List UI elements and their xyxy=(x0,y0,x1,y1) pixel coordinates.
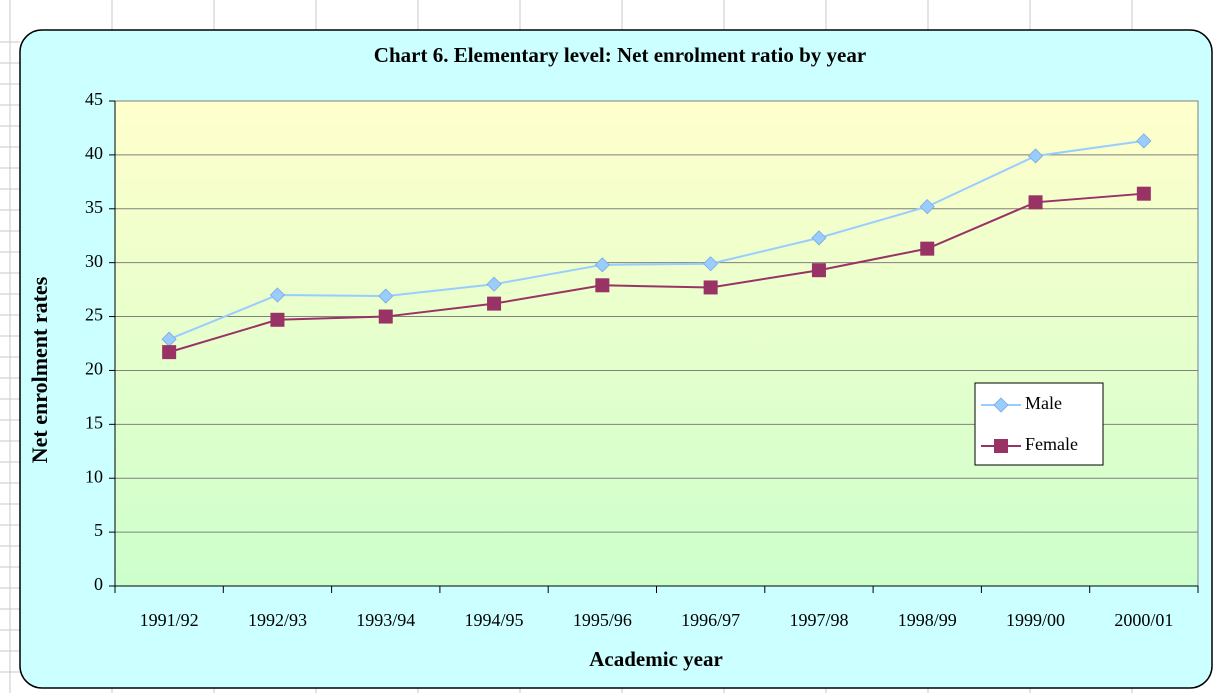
y-tick-label: 30 xyxy=(85,251,103,271)
y-tick-label: 0 xyxy=(94,574,103,594)
diamond-marker xyxy=(269,287,286,303)
square-marker xyxy=(487,296,502,311)
square-marker xyxy=(703,280,718,295)
series-line xyxy=(168,192,1144,354)
y-axis-label: Net enrolment rates xyxy=(27,276,52,463)
x-tick-label: 2000/01 xyxy=(1114,610,1173,630)
x-tick-label: 1993/94 xyxy=(356,610,415,630)
diamond-marker xyxy=(1027,148,1044,164)
square-marker xyxy=(378,309,393,324)
x-tick-label: 1998/99 xyxy=(898,610,957,630)
plot-area xyxy=(114,100,1199,587)
diamond-marker xyxy=(811,230,827,246)
y-tick-label: 5 xyxy=(94,520,103,540)
y-tick-label: 40 xyxy=(85,143,103,163)
diamond-marker xyxy=(1136,133,1152,149)
x-tick-label: 1992/93 xyxy=(248,610,307,630)
square-marker xyxy=(162,345,177,360)
diamond-marker xyxy=(703,256,719,272)
diamond-marker xyxy=(486,276,502,292)
y-tick-label: 45 xyxy=(85,89,103,109)
diamond-marker xyxy=(993,397,1009,413)
y-tick-label: 25 xyxy=(85,305,103,325)
square-marker xyxy=(270,312,285,327)
x-tick-label: 1996/97 xyxy=(681,610,740,630)
x-tick-label: 1997/98 xyxy=(789,610,848,630)
square-marker xyxy=(811,263,826,278)
square-marker xyxy=(1028,195,1043,210)
square-marker xyxy=(920,241,935,256)
series-line xyxy=(168,139,1144,341)
x-axis-label: Academic year xyxy=(589,647,723,671)
diamond-marker xyxy=(919,199,935,215)
x-tick-label: 1994/95 xyxy=(465,610,524,630)
y-tick-label: 15 xyxy=(85,412,103,432)
legend-label: Female xyxy=(1025,434,1078,454)
legend-label: Male xyxy=(1025,393,1062,413)
square-marker xyxy=(595,278,610,293)
square-marker xyxy=(1136,186,1151,201)
y-tick-label: 20 xyxy=(85,359,103,379)
diamond-marker xyxy=(594,257,610,273)
x-tick-label: 1991/92 xyxy=(140,610,199,630)
x-tick-label: 1999/00 xyxy=(1006,610,1065,630)
chart-title: Chart 6. Elementary level: Net enrolment… xyxy=(374,43,866,67)
square-marker xyxy=(994,439,1008,453)
y-tick-label: 35 xyxy=(85,197,103,217)
x-tick-label: 1995/96 xyxy=(573,610,632,630)
diamond-marker xyxy=(378,288,394,304)
y-tick-label: 10 xyxy=(85,466,103,486)
